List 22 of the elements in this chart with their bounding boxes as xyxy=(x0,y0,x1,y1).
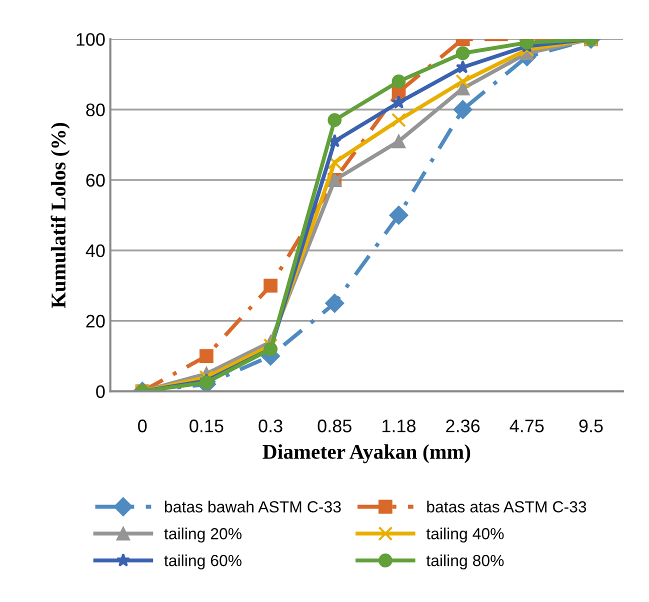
legend-label: tailing 40% xyxy=(426,528,504,543)
y-tick-label: 20 xyxy=(86,314,105,328)
legend-label: tailing 80% xyxy=(426,554,504,570)
x-tick-label: 2.36 xyxy=(446,420,480,432)
x-tick-label: 0 xyxy=(138,420,147,432)
x-axis-title: Diameter Ayakan (mm) xyxy=(262,444,470,464)
y-tick-label: 0 xyxy=(96,385,105,398)
x-tick-label: 0.15 xyxy=(190,420,224,432)
x-tick-label: 0.85 xyxy=(318,420,352,432)
legend-label: batas atas ASTM C-33 xyxy=(427,500,586,512)
x-tick-label: 1.18 xyxy=(382,420,416,432)
y-tick-label: 40 xyxy=(86,244,105,258)
y-tick-label: 60 xyxy=(86,174,105,187)
legend-label: tailing 60% xyxy=(164,554,242,570)
y-tick-label: 100 xyxy=(76,33,105,46)
x-tick-label: 4.75 xyxy=(510,420,544,432)
legend-label: batas bawah ASTM C-33 xyxy=(164,500,341,512)
x-tick-label: 9.5 xyxy=(579,420,603,432)
y-axis-title: Kumulatif Lolos (%) xyxy=(50,122,70,308)
y-tick-label: 80 xyxy=(86,104,105,116)
legend-label: tailing 20% xyxy=(164,528,242,543)
x-tick-label: 0.3 xyxy=(258,420,282,432)
